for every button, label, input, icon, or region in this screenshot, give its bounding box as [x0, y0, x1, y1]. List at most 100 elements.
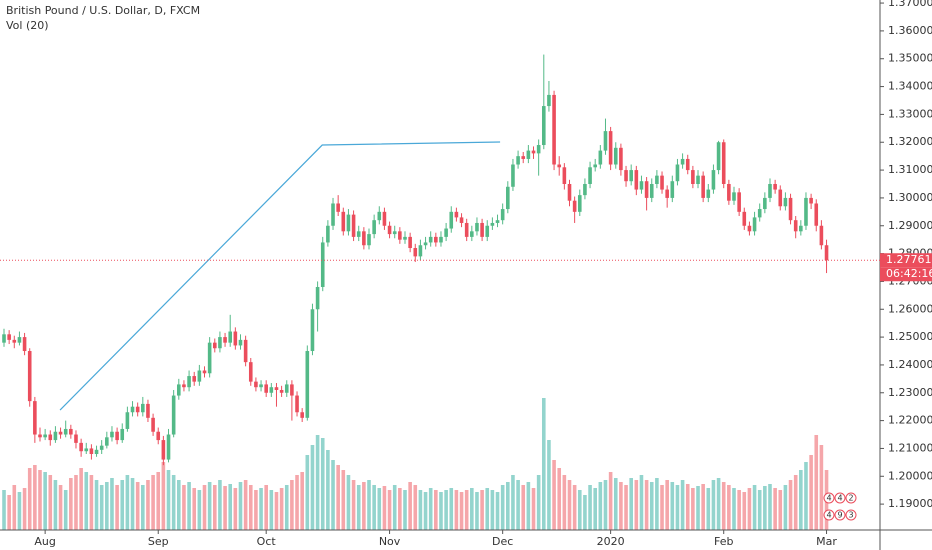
- volume-bar: [336, 465, 340, 530]
- candle-body: [151, 417, 155, 432]
- candle-body: [444, 228, 448, 237]
- event-marker: [845, 492, 857, 504]
- x-tick-label: Oct: [257, 535, 277, 548]
- candle-body: [464, 222, 469, 237]
- y-tick-label: 1.22000: [888, 414, 932, 427]
- volume-bar: [685, 484, 690, 530]
- candle-body: [202, 370, 207, 374]
- y-tick-label: 1.33000: [888, 107, 932, 120]
- volume-bar: [490, 490, 495, 530]
- y-tick-label: 1.21000: [888, 441, 932, 454]
- volume-bar: [413, 485, 418, 530]
- candle-body: [320, 242, 325, 287]
- volume-bar: [716, 478, 721, 530]
- x-tick-label: Aug: [34, 535, 55, 548]
- candle-body: [721, 142, 726, 184]
- candle-body: [99, 445, 104, 450]
- volume-bar: [449, 488, 454, 530]
- candle-body: [392, 231, 397, 235]
- volume-bar: [259, 488, 263, 530]
- volume-bar: [619, 482, 623, 530]
- candle-body: [624, 170, 628, 182]
- candle-body: [171, 395, 176, 435]
- candle-body: [747, 225, 752, 232]
- volume-bar: [531, 488, 536, 530]
- volume-bar: [392, 485, 397, 530]
- candle-body: [197, 370, 202, 382]
- volume-bar: [331, 460, 335, 530]
- candle-body: [557, 164, 562, 168]
- volume-bar: [680, 480, 685, 530]
- candle-body: [768, 183, 772, 198]
- candle-body: [84, 448, 89, 452]
- volume-bar: [228, 484, 233, 530]
- candle-body: [567, 183, 572, 201]
- volume-bar: [464, 490, 469, 530]
- candle-body: [305, 351, 310, 418]
- candle-body: [27, 351, 32, 402]
- candle-body: [541, 106, 546, 146]
- volume-bar: [320, 438, 325, 530]
- volume-bar: [351, 480, 356, 530]
- candle-body: [649, 183, 654, 198]
- event-marker: [834, 492, 846, 504]
- volume-bar: [105, 482, 109, 530]
- volume-bar: [305, 455, 310, 530]
- candle-body: [233, 331, 238, 346]
- candle-body: [176, 384, 181, 396]
- volume-bar: [721, 482, 726, 530]
- candle-body: [701, 175, 705, 198]
- volume-bar: [470, 488, 474, 530]
- candle-body: [48, 434, 53, 441]
- volume-bar: [634, 480, 639, 530]
- candle-body: [727, 183, 731, 201]
- volume-bar: [480, 490, 484, 530]
- candle-body: [125, 412, 130, 429]
- volume-bar: [341, 470, 346, 530]
- volume-bar: [279, 488, 284, 530]
- y-tick-label: 1.36000: [888, 24, 932, 37]
- volume-bar: [130, 478, 135, 530]
- volume-bar: [248, 485, 253, 530]
- volume-bar: [84, 472, 89, 530]
- volume-bar: [382, 486, 387, 530]
- trend-line: [59, 141, 501, 411]
- volume-bar: [120, 480, 125, 530]
- volume-bar: [151, 475, 155, 530]
- candle-body: [17, 337, 22, 343]
- volume-bar: [778, 490, 783, 530]
- volume-bar: [99, 485, 104, 530]
- candle-body: [254, 381, 258, 388]
- candle-body: [757, 209, 762, 218]
- x-tick-label: Mar: [816, 535, 837, 548]
- candle-body: [279, 389, 284, 393]
- event-marker: [823, 509, 835, 521]
- volume-bar: [264, 485, 268, 530]
- event-marker-label: 9: [837, 511, 842, 520]
- candle-body: [732, 192, 736, 201]
- volume-bar: [43, 472, 47, 530]
- candle-body: [346, 214, 351, 232]
- candle-body: [413, 248, 418, 257]
- volume-bar: [387, 490, 392, 530]
- volume-bar: [69, 478, 73, 530]
- volume-bar: [274, 492, 279, 530]
- candle-body: [459, 217, 464, 223]
- countdown-label: 06:42:16: [886, 267, 932, 280]
- volume-bar: [506, 482, 510, 530]
- volume-bar: [603, 480, 608, 530]
- candle-body: [773, 183, 777, 190]
- volume-bar: [254, 490, 258, 530]
- volume-bar: [27, 468, 32, 530]
- volume-bar: [12, 485, 17, 530]
- volume-bar: [649, 482, 654, 530]
- volume-pane: [2, 398, 829, 530]
- candle-body: [500, 209, 505, 221]
- candle-body: [403, 236, 407, 240]
- candle-body: [629, 170, 633, 182]
- candle-body: [300, 412, 304, 418]
- candle-body: [783, 197, 788, 207]
- volume-bar: [526, 482, 531, 530]
- volume-bar: [398, 488, 402, 530]
